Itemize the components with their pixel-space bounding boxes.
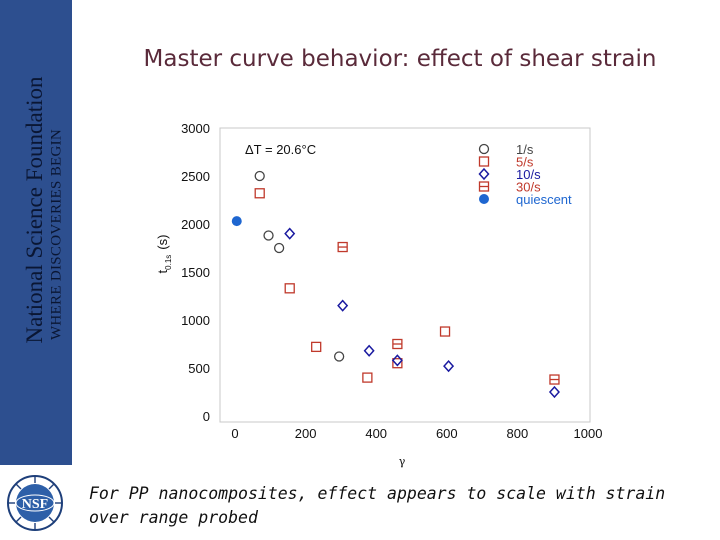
x-tick-label: 1000 [574,426,603,441]
y-tick-label: 3000 [181,121,210,136]
y-tick-label: 1500 [181,265,210,280]
data-point-5-s [254,188,265,199]
org-name: National Science Foundation [22,76,47,344]
x-tick-label: 400 [365,426,387,441]
data-point-1-s [254,170,265,182]
y-axis-label-main: t [155,269,170,273]
legend-label: 1/s [516,142,534,157]
y-axis-label-unit: (s) [155,235,170,250]
slide-caption: For PP nanocomposites, effect appears to… [89,484,666,527]
data-point-5-s [439,326,451,337]
data-point-10-s [548,385,560,399]
legend-marker [479,194,489,204]
x-tick-label: 800 [507,426,529,441]
data-point-10-s [337,299,349,312]
data-point-30-s [549,374,560,385]
y-tick-label: 0 [203,409,210,424]
data-point-5-s [392,358,403,369]
legend-label: 30/s [516,180,541,195]
y-axis-label: t0.1s (s) [155,235,173,274]
data-point-10-s [443,359,455,373]
x-tick-label: 200 [295,426,317,441]
data-point-30-s [337,241,348,253]
x-tick-label: 600 [436,426,458,441]
data-point-5-s [284,283,295,294]
data-point-1-s [333,351,345,362]
data-point-5-s [311,341,322,353]
y-tick-label: 500 [188,361,210,376]
legend-marker [478,181,490,192]
y-tick-label: 2500 [181,169,210,184]
data-point-10-s [363,344,375,357]
data-point-10-s [284,227,296,240]
data-point-1-s [263,230,274,241]
x-axis-label: γ [399,455,406,468]
data-point-1-s [273,242,285,254]
svg-text:t0.1s(s): t0.1s (s) [155,235,173,274]
sidebar: National Science Foundation WHERE DISCOV… [0,0,72,465]
data-point-5-s [362,372,373,383]
plot-frame [219,127,591,423]
legend-marker [478,143,490,155]
y-axis-label-subscript: 0.1s [164,255,173,270]
logo-text: NSF [22,497,48,512]
nsf-logo: NSF [7,475,63,531]
legend-marker [478,156,490,167]
legend-label: 10/s [516,167,541,182]
legend-marker [478,167,490,181]
chart-annotation: ΔT = 20.6°C [245,142,316,157]
data-point-quiescent [231,216,242,227]
data-point-30-s [392,338,403,350]
x-tick-label: 0 [231,426,238,441]
y-tick-label: 2000 [181,217,210,232]
legend-label: 5/s [516,155,534,170]
scatter-chart: 0 500 1000 1500 2000 2500 3000 0 200 400 600 800 100… [155,121,603,468]
slide-title: Master curve behavior: effect of shear s… [143,46,657,72]
legend-label: quiescent [516,192,572,207]
y-tick-label: 1000 [181,313,210,328]
data-point-10-s [391,354,403,367]
org-tagline: WHERE DISCOVERIES BEGIN [48,128,65,341]
